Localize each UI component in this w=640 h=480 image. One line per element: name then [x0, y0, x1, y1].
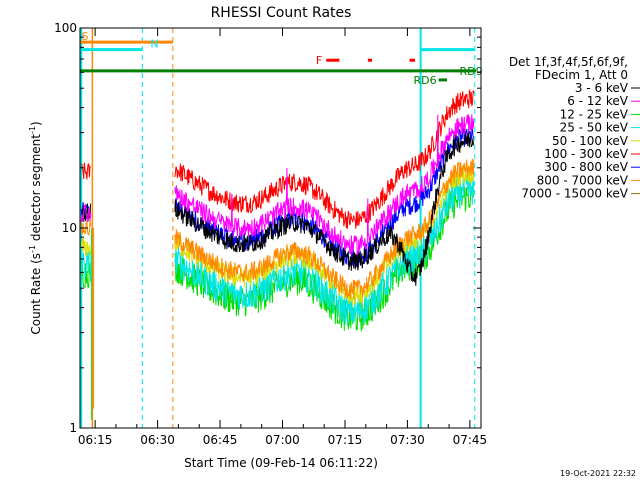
legend-entry-label: 6 - 12 keV: [567, 94, 629, 108]
flags-layer: S N F RD6 RD9: [80, 30, 483, 87]
legend-entry-label: 25 - 50 keV: [560, 121, 629, 135]
x-axis-ticks: 06:15 06:30 06:45 07:00 07:15 07:30 07:45: [78, 28, 487, 447]
series-line-early: [80, 203, 92, 223]
y-label-end: ): [29, 121, 43, 126]
x-tick-label: 06:45: [203, 433, 238, 447]
flag-label: RD6: [414, 74, 437, 87]
y-tick-label: 100: [54, 21, 77, 35]
series-line: [174, 158, 475, 299]
series-line: [174, 131, 475, 286]
flag-label: S: [82, 30, 89, 43]
flag-label: F: [316, 54, 322, 67]
series-line-early: [80, 237, 92, 257]
legend-entry-label: 100 - 300 keV: [544, 147, 628, 161]
x-tick-label: 07:30: [390, 433, 425, 447]
series-line: [174, 114, 475, 256]
series-line-early: [80, 203, 92, 222]
legend: Det 1f,3f,4f,5f,6f,9f, FDecim 1, Att 0 3…: [509, 55, 640, 201]
y-axis-ticks: 1 10 100: [54, 21, 481, 435]
x-tick-label: 06:30: [140, 433, 175, 447]
legend-header-1: Det 1f,3f,4f,5f,6f,9f,: [509, 55, 628, 69]
y-axis-label: Count Rate (s-1 detector segment-1): [28, 121, 43, 334]
x-tick-label: 07:45: [453, 433, 488, 447]
series-line: [174, 88, 475, 229]
y-tick-label: 1: [69, 421, 77, 435]
y-label-sup2: -1: [28, 126, 37, 134]
x-tick-label: 07:15: [328, 433, 363, 447]
flag-label: RD9: [459, 65, 482, 78]
x-tick-label: 06:15: [78, 433, 113, 447]
y-label-main: Count Rate (s: [29, 253, 43, 335]
y-label-mid: detector segment: [29, 134, 43, 245]
legend-header-2: FDecim 1, Att 0: [535, 68, 628, 82]
chart-title: RHESSI Count Rates: [211, 5, 352, 21]
legend-entry-label: 3 - 6 keV: [575, 81, 629, 95]
series-layer: [80, 88, 475, 420]
y-label-sup1: -1: [28, 245, 37, 253]
x-axis-label: Start Time (09-Feb-14 06:11:22): [184, 456, 378, 470]
legend-entry-label: 800 - 7000 keV: [537, 173, 629, 187]
legend-entry-label: 300 - 800 keV: [544, 160, 628, 174]
series-line-early: [81, 162, 91, 180]
series-line: [174, 183, 475, 332]
series-line: [174, 126, 475, 268]
legend-entry-label: 12 - 25 keV: [560, 107, 629, 121]
legend-entry-label: 7000 - 15000 keV: [521, 187, 628, 201]
generation-timestamp: 19-Oct-2021 22:32: [560, 469, 636, 478]
x-tick-label: 07:00: [265, 433, 300, 447]
flag-label: N: [150, 38, 158, 51]
legend-entry-label: 50 - 100 keV: [552, 134, 629, 148]
y-tick-label: 10: [62, 221, 77, 235]
